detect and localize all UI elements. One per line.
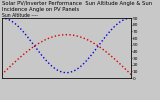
Text: Sun Altitude ----: Sun Altitude ---- xyxy=(2,13,37,18)
Text: Solar PV/Inverter Performance  Sun Altitude Angle & Sun Incidence Angle on PV Pa: Solar PV/Inverter Performance Sun Altitu… xyxy=(2,1,152,12)
